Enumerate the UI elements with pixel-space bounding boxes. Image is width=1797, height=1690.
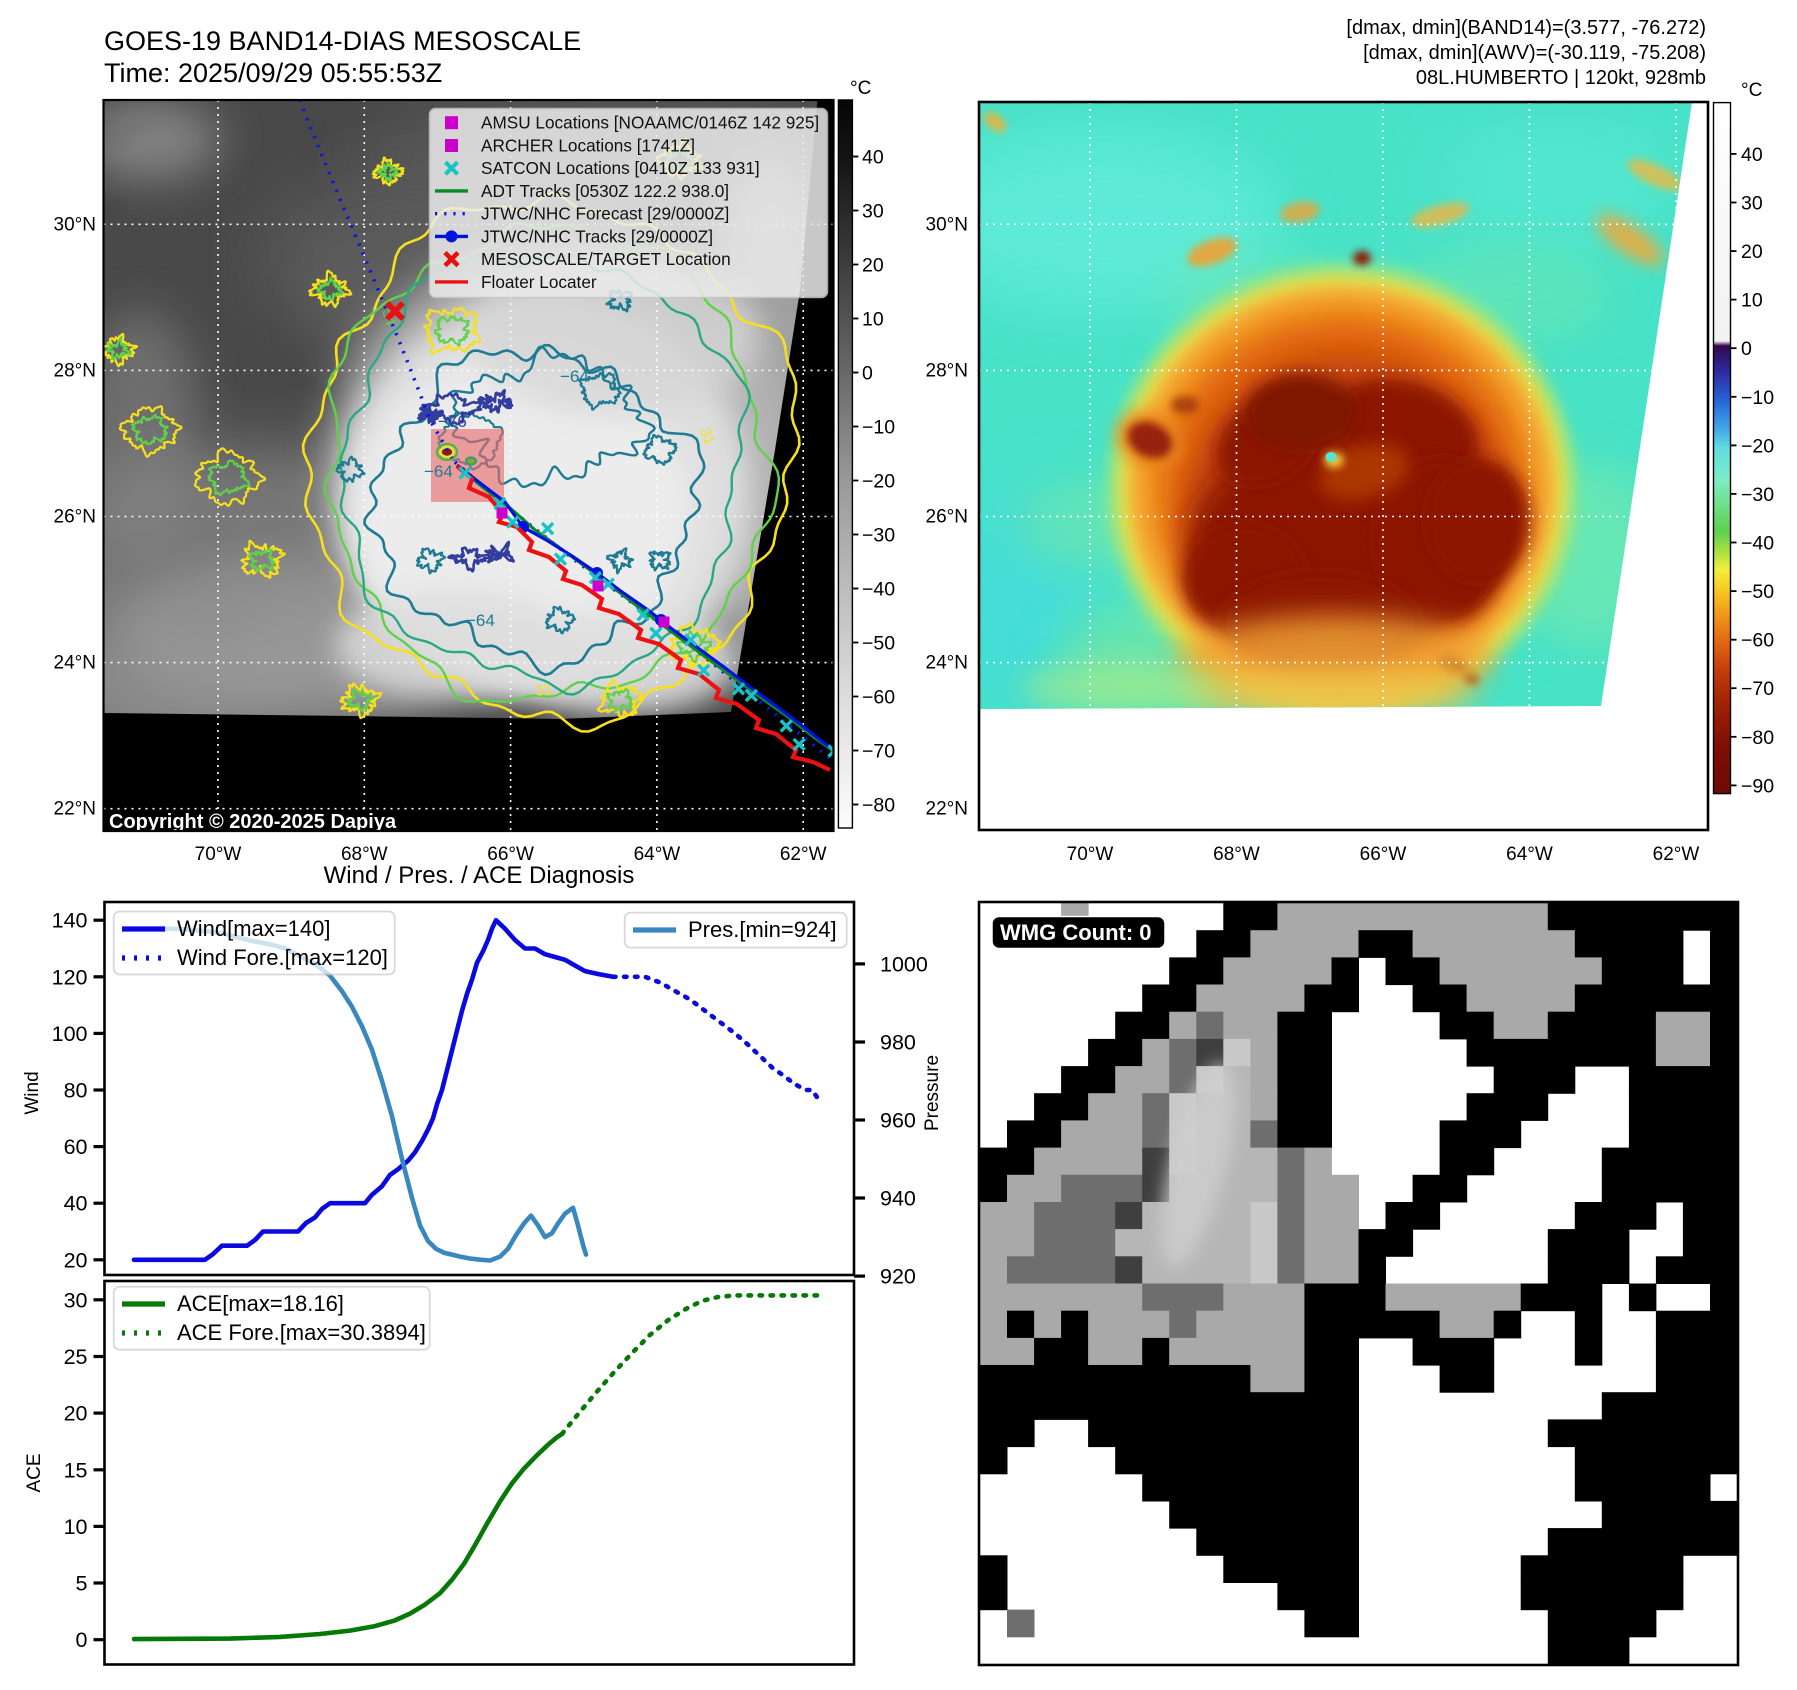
svg-text:°C: °C — [850, 78, 871, 99]
svg-text:120: 120 — [52, 965, 88, 989]
svg-text:−20: −20 — [1741, 435, 1774, 457]
svg-text:Wind / Pres. / ACE Diagnosis: Wind / Pres. / ACE Diagnosis — [324, 862, 635, 889]
svg-text:−70: −70 — [862, 741, 895, 763]
svg-text:30°N: 30°N — [926, 214, 968, 235]
svg-text:−10: −10 — [862, 417, 895, 439]
svg-text:−90: −90 — [1741, 775, 1774, 797]
svg-text:31: 31 — [696, 426, 718, 447]
svg-text:28°N: 28°N — [926, 360, 968, 381]
svg-text:940: 940 — [880, 1187, 916, 1211]
svg-text:JTWC/NHC Forecast [29/0000Z]: JTWC/NHC Forecast [29/0000Z] — [481, 204, 729, 224]
svg-text:140: 140 — [52, 909, 88, 933]
svg-text:°C: °C — [1741, 80, 1762, 101]
svg-text:30: 30 — [1741, 193, 1763, 215]
svg-text:70°W: 70°W — [1067, 844, 1114, 865]
svg-text:ADT Tracks [0530Z 122.2 938.0]: ADT Tracks [0530Z 122.2 938.0] — [481, 181, 729, 201]
svg-text:−50: −50 — [862, 633, 895, 655]
svg-text:20: 20 — [1741, 241, 1763, 263]
svg-text:15: 15 — [64, 1458, 88, 1482]
svg-text:Copyright © 2020-2025 Dapiya: Copyright © 2020-2025 Dapiya — [109, 811, 397, 833]
svg-text:31: 31 — [534, 681, 553, 700]
svg-text:−64: −64 — [560, 367, 589, 386]
svg-text:WMG Count: 0: WMG Count: 0 — [1000, 920, 1152, 945]
svg-text:22°N: 22°N — [54, 799, 96, 820]
svg-text:−80: −80 — [1741, 727, 1774, 749]
svg-text:5: 5 — [76, 1572, 88, 1596]
svg-text:−60: −60 — [1741, 630, 1774, 652]
svg-text:26°N: 26°N — [54, 507, 96, 528]
svg-text:08L.HUMBERTO | 120kt, 928mb: 08L.HUMBERTO | 120kt, 928mb — [1416, 67, 1706, 89]
svg-text:−50: −50 — [1741, 581, 1774, 603]
svg-text:MESOSCALE/TARGET Location: MESOSCALE/TARGET Location — [481, 249, 731, 269]
svg-text:960: 960 — [880, 1109, 916, 1133]
svg-text:AMSU Locations [NOAAMC/0146Z 1: AMSU Locations [NOAAMC/0146Z 142 925] — [481, 113, 819, 133]
svg-text:40: 40 — [64, 1192, 88, 1216]
svg-text:−10: −10 — [1741, 387, 1774, 409]
svg-text:10: 10 — [1741, 290, 1763, 312]
svg-text:Wind Fore.[max=120]: Wind Fore.[max=120] — [177, 945, 388, 970]
svg-text:22°N: 22°N — [926, 799, 968, 820]
svg-text:−70: −70 — [1741, 678, 1774, 700]
svg-text:−40: −40 — [1741, 533, 1774, 555]
svg-text:JTWC/NHC Tracks [29/0000Z]: JTWC/NHC Tracks [29/0000Z] — [481, 226, 713, 246]
svg-text:100: 100 — [52, 1022, 88, 1046]
svg-text:0: 0 — [76, 1628, 88, 1652]
svg-text:−60: −60 — [862, 687, 895, 709]
svg-text:Time: 2025/09/29 05:55:53Z: Time: 2025/09/29 05:55:53Z — [104, 58, 442, 88]
svg-text:28°N: 28°N — [54, 360, 96, 381]
svg-text:1000: 1000 — [880, 952, 928, 976]
svg-text:0: 0 — [1741, 338, 1752, 360]
svg-text:68°W: 68°W — [1213, 844, 1260, 865]
svg-text:ACE[max=18.16]: ACE[max=18.16] — [177, 1291, 344, 1316]
svg-text:−30: −30 — [1741, 484, 1774, 506]
svg-text:10: 10 — [64, 1515, 88, 1539]
svg-text:40: 40 — [862, 147, 884, 169]
svg-text:Pres.[min=924]: Pres.[min=924] — [688, 917, 837, 942]
svg-text:−40: −40 — [862, 579, 895, 601]
svg-text:62°W: 62°W — [1653, 844, 1700, 865]
svg-text:68°W: 68°W — [341, 844, 388, 865]
svg-text:30°N: 30°N — [54, 214, 96, 235]
svg-text:Wind: Wind — [22, 1071, 43, 1114]
svg-text:30: 30 — [862, 201, 884, 223]
svg-text:20: 20 — [862, 255, 884, 277]
svg-text:Pressure: Pressure — [922, 1055, 943, 1131]
svg-text:60: 60 — [64, 1135, 88, 1159]
svg-text:25: 25 — [64, 1345, 88, 1369]
svg-text:ACE: ACE — [24, 1453, 45, 1492]
svg-text:Floater Locater: Floater Locater — [481, 272, 597, 292]
svg-text:64°W: 64°W — [1506, 844, 1553, 865]
svg-text:64°W: 64°W — [634, 844, 681, 865]
svg-text:ARCHER Locations [1741Z]: ARCHER Locations [1741Z] — [481, 136, 695, 156]
svg-text:40: 40 — [1741, 144, 1763, 166]
svg-text:−76: −76 — [438, 412, 467, 431]
svg-text:30: 30 — [64, 1288, 88, 1312]
svg-text:10: 10 — [862, 309, 884, 331]
svg-text:−20: −20 — [862, 471, 895, 493]
svg-text:GOES-19 BAND14-DIAS MESOSCALE: GOES-19 BAND14-DIAS MESOSCALE — [104, 26, 581, 56]
svg-text:24°N: 24°N — [54, 653, 96, 674]
svg-text:980: 980 — [880, 1030, 916, 1054]
svg-text:−64: −64 — [424, 462, 453, 481]
svg-text:[dmax, dmin](BAND14)=(3.577, -: [dmax, dmin](BAND14)=(3.577, -76.272) — [1346, 17, 1706, 39]
svg-text:70°W: 70°W — [195, 844, 242, 865]
svg-text:−64: −64 — [466, 611, 495, 630]
svg-text:ACE Fore.[max=30.3894]: ACE Fore.[max=30.3894] — [177, 1320, 426, 1345]
svg-text:26°N: 26°N — [926, 507, 968, 528]
svg-text:80: 80 — [64, 1079, 88, 1103]
svg-text:20: 20 — [64, 1248, 88, 1272]
svg-text:66°W: 66°W — [487, 844, 534, 865]
svg-text:[dmax, dmin](AWV)=(-30.119, -7: [dmax, dmin](AWV)=(-30.119, -75.208) — [1363, 42, 1706, 64]
svg-text:920: 920 — [880, 1265, 916, 1289]
svg-text:0: 0 — [862, 363, 873, 385]
svg-text:66°W: 66°W — [1360, 844, 1407, 865]
svg-text:−80: −80 — [862, 795, 895, 817]
svg-text:24°N: 24°N — [926, 653, 968, 674]
svg-text:Wind[max=140]: Wind[max=140] — [177, 916, 330, 941]
svg-text:62°W: 62°W — [780, 844, 827, 865]
svg-text:−30: −30 — [862, 525, 895, 547]
svg-text:SATCON Locations [0410Z 133 93: SATCON Locations [0410Z 133 931] — [481, 158, 760, 178]
svg-text:20: 20 — [64, 1402, 88, 1426]
